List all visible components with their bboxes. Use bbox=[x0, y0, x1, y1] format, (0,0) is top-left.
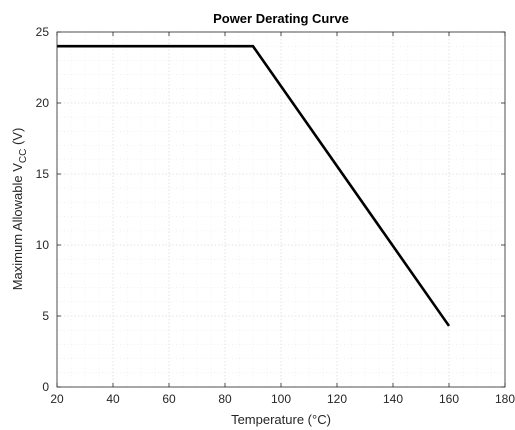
x-tick-label: 60 bbox=[162, 392, 176, 406]
chart-title: Power Derating Curve bbox=[213, 11, 349, 26]
x-tick-label: 20 bbox=[50, 392, 64, 406]
derating-line bbox=[57, 44, 451, 327]
x-tick-label: 100 bbox=[271, 392, 291, 406]
y-axis-label-subscript: CC bbox=[18, 149, 29, 163]
y-tick-label: 0 bbox=[42, 380, 49, 394]
x-tick-label: 40 bbox=[106, 392, 120, 406]
y-tick-label: 15 bbox=[36, 167, 50, 181]
y-tick-label: 10 bbox=[36, 238, 50, 252]
y-tick-label: 20 bbox=[36, 96, 50, 110]
y-axis-label-prefix: Maximum Allowable V bbox=[10, 163, 25, 290]
y-tick-label: 5 bbox=[42, 309, 49, 323]
series-layer bbox=[57, 44, 451, 327]
y-axis-label-suffix: (V) bbox=[10, 128, 25, 149]
y-axis-label: Maximum Allowable VCC (V) bbox=[10, 128, 29, 291]
x-axis-ticks: 20 40 60 80 100 120 140 160 180 bbox=[50, 32, 515, 406]
x-tick-label: 180 bbox=[495, 392, 515, 406]
x-tick-label: 140 bbox=[383, 392, 403, 406]
x-tick-label: 80 bbox=[218, 392, 232, 406]
y-axis-ticks: 0 5 10 15 20 25 bbox=[36, 25, 505, 394]
x-tick-label: 120 bbox=[327, 392, 347, 406]
x-tick-label: 160 bbox=[439, 392, 459, 406]
y-tick-label: 25 bbox=[36, 25, 50, 39]
x-axis-label: Temperature (°C) bbox=[231, 412, 331, 427]
